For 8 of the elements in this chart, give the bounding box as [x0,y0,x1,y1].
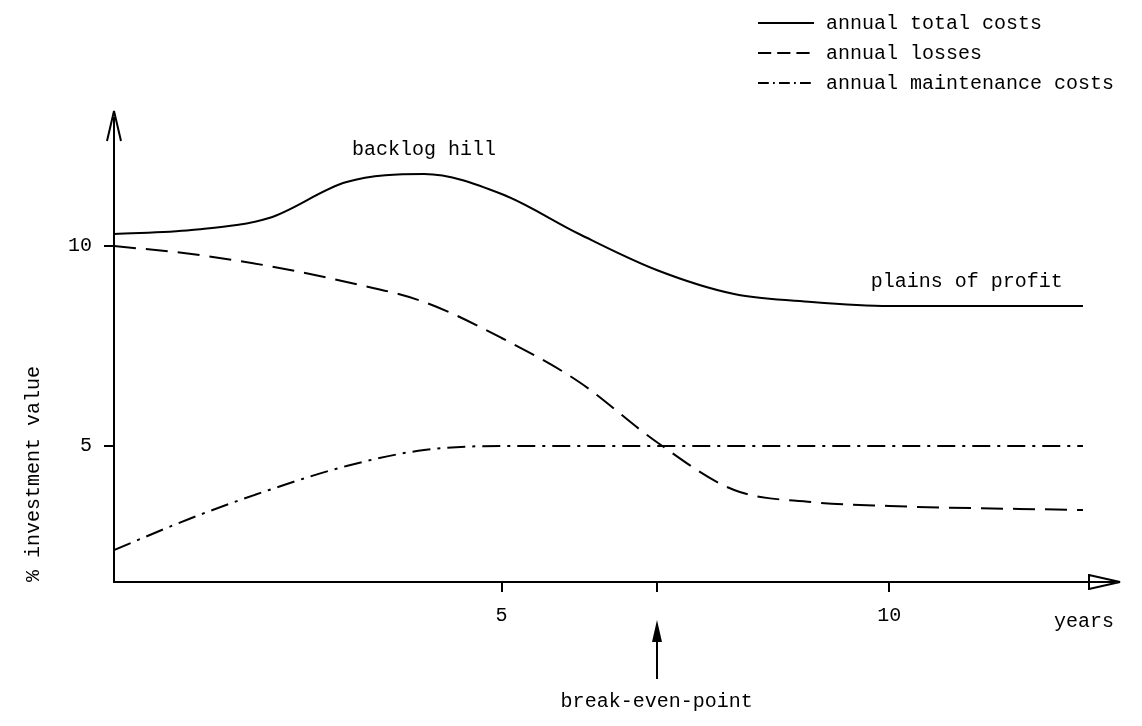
text: break-even-point [560,690,753,714]
y-axis-title: % investment value [22,365,46,582]
annotation: plains of profit [870,270,1063,294]
legend-label: annual total costs [825,11,1042,35]
annotation: backlog hill [352,138,497,162]
legend-label: annual maintenance costs [825,71,1114,95]
x-axis-title: years [1053,610,1114,634]
legend-label: annual losses [825,41,982,65]
